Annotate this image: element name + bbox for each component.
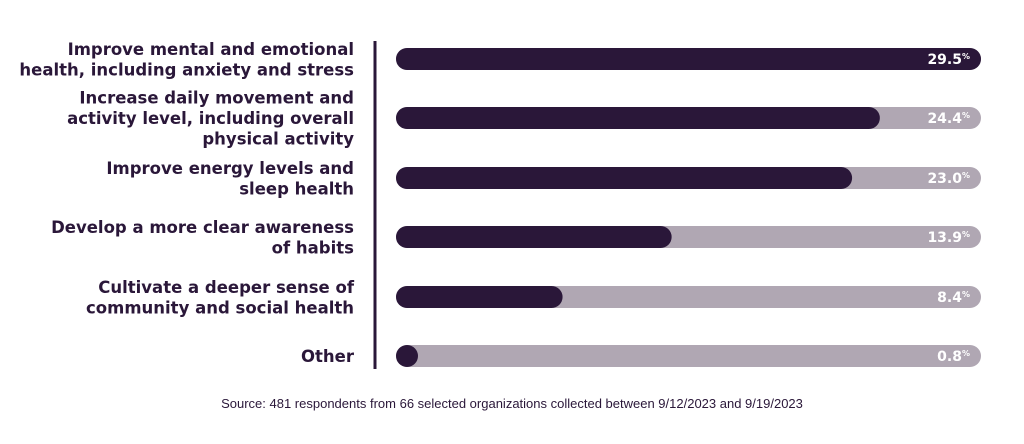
- category-label: Increase daily movement and activity leve…: [67, 89, 354, 149]
- bar: [396, 226, 672, 248]
- value-number: 8.4: [937, 290, 962, 306]
- bar: [396, 345, 418, 367]
- bar: [396, 167, 853, 189]
- value-label: 13.9%: [927, 230, 970, 246]
- value-label: 8.4%: [937, 290, 970, 306]
- category-label: Improve mental and emotional health, incl…: [19, 40, 354, 80]
- category-label-line: activity level, including overall: [67, 109, 354, 128]
- category-label-line: Improve energy levels and: [106, 159, 354, 178]
- value-number: 13.9: [927, 230, 962, 246]
- value-unit: %: [962, 230, 970, 239]
- category-label: Improve energy levels and sleep health: [106, 159, 354, 199]
- category-label: Cultivate a deeper sense of community and…: [86, 278, 355, 318]
- value-unit: %: [962, 111, 970, 120]
- value-label: 24.4%: [927, 111, 970, 127]
- value-number: 23.0: [927, 171, 962, 187]
- value-label: 23.0%: [927, 171, 970, 187]
- category-label-line: Develop a more clear awareness: [51, 218, 354, 237]
- value-unit: %: [962, 349, 970, 358]
- category-label-line: community and social health: [86, 298, 354, 317]
- category-label: Develop a more clear awareness of habits: [51, 218, 354, 258]
- bar-track: [396, 345, 981, 367]
- category-label-line: Increase daily movement and: [79, 89, 354, 108]
- category-label-line: Other: [301, 347, 355, 366]
- bar: [396, 107, 880, 129]
- category-label-line: of habits: [272, 238, 354, 257]
- category-label-line: health, including anxiety and stress: [19, 60, 354, 79]
- value-unit: %: [962, 171, 970, 180]
- source-note: Source: 481 respondents from 66 selected…: [221, 396, 803, 411]
- category-label-line: Improve mental and emotional: [68, 40, 354, 59]
- category-label: Other: [301, 347, 355, 366]
- value-number: 0.8: [937, 349, 962, 365]
- bar: [396, 48, 981, 70]
- value-label: 29.5%: [927, 52, 970, 68]
- value-number: 29.5: [927, 52, 962, 68]
- value-unit: %: [962, 52, 970, 61]
- category-label-line: physical activity: [202, 130, 354, 149]
- category-label-line: sleep health: [239, 179, 354, 198]
- category-label-line: Cultivate a deeper sense of: [98, 278, 355, 297]
- value-unit: %: [962, 290, 970, 299]
- value-label: 0.8%: [937, 349, 970, 365]
- bar: [396, 286, 563, 308]
- value-number: 24.4: [927, 111, 962, 127]
